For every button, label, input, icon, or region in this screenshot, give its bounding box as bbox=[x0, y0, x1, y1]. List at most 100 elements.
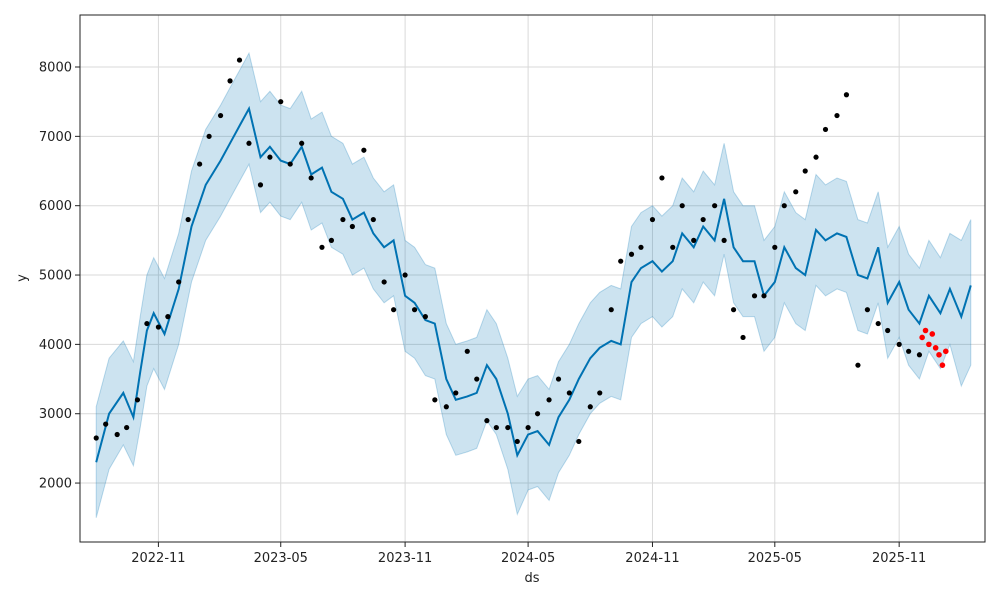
y-tick-label: 7000 bbox=[39, 130, 72, 145]
observed-point bbox=[679, 203, 685, 209]
observed-point bbox=[505, 424, 511, 431]
observed-point bbox=[114, 431, 120, 438]
observed-point bbox=[93, 435, 99, 441]
observed-point bbox=[381, 279, 387, 285]
observed-point bbox=[340, 216, 346, 223]
x-tick-label: 2024-05 bbox=[501, 551, 555, 566]
observed-point bbox=[855, 362, 861, 368]
test-point bbox=[929, 331, 936, 337]
test-point bbox=[926, 341, 932, 348]
observed-point bbox=[217, 112, 224, 119]
observed-point bbox=[772, 244, 778, 250]
y-axis-label: y bbox=[15, 274, 30, 282]
y-axis: 2000 3000 4000 5000 6000 7000 8000 bbox=[39, 61, 80, 492]
observed-point bbox=[864, 307, 870, 313]
observed-point bbox=[319, 244, 325, 250]
y-tick-label: 4000 bbox=[39, 338, 72, 353]
observed-point bbox=[885, 327, 891, 334]
observed-point bbox=[402, 272, 408, 278]
observed-point bbox=[197, 161, 203, 167]
observed-point bbox=[691, 237, 697, 243]
observed-point bbox=[206, 133, 212, 139]
observed-point bbox=[443, 404, 449, 410]
observed-point bbox=[493, 424, 499, 431]
test-point bbox=[936, 351, 942, 358]
observed-point bbox=[721, 237, 727, 243]
observed-point bbox=[712, 203, 718, 209]
observed-point bbox=[730, 307, 737, 313]
test-point bbox=[932, 345, 939, 351]
observed-point bbox=[328, 237, 335, 243]
observed-point bbox=[432, 397, 438, 403]
observed-point bbox=[525, 424, 531, 431]
test-point bbox=[939, 362, 946, 368]
y-tick-label: 6000 bbox=[39, 199, 72, 214]
observed-point bbox=[246, 140, 252, 146]
observed-point bbox=[834, 112, 840, 119]
test-points bbox=[919, 327, 949, 368]
observed-point bbox=[370, 216, 376, 223]
observed-point bbox=[896, 341, 902, 347]
observed-point bbox=[875, 320, 881, 327]
observed-point bbox=[308, 175, 314, 181]
x-axis-label: ds bbox=[524, 571, 539, 586]
observed-point bbox=[587, 404, 593, 410]
observed-point bbox=[361, 147, 367, 153]
observed-point bbox=[349, 223, 355, 230]
observed-point bbox=[236, 57, 243, 63]
observed-point bbox=[638, 244, 644, 250]
observed-point bbox=[618, 258, 624, 264]
observed-point bbox=[576, 438, 582, 445]
test-point bbox=[922, 327, 929, 334]
observed-point bbox=[464, 348, 470, 354]
observed-point bbox=[740, 334, 746, 341]
observed-point bbox=[793, 189, 799, 195]
observed-point bbox=[144, 320, 150, 327]
x-tick-label: 2022-11 bbox=[131, 551, 185, 566]
observed-point bbox=[608, 307, 614, 313]
x-tick-label: 2025-05 bbox=[748, 551, 802, 566]
observed-point bbox=[299, 140, 305, 146]
observed-point bbox=[628, 251, 635, 257]
observed-point bbox=[781, 203, 787, 209]
x-axis: 2022-11 2023-05 2023-11 2024-05 2024-11 2025-… bbox=[131, 542, 926, 566]
plot-frame bbox=[79, 14, 986, 543]
observed-point bbox=[822, 126, 829, 133]
y-tick-label: 3000 bbox=[39, 407, 72, 422]
observed-point bbox=[813, 154, 819, 160]
y-tick-label: 2000 bbox=[39, 477, 72, 492]
x-tick-label: 2025-11 bbox=[872, 551, 926, 566]
observed-point bbox=[257, 182, 264, 188]
observed-point bbox=[422, 314, 428, 320]
observed-point bbox=[278, 99, 284, 105]
observed-point bbox=[916, 352, 923, 358]
observed-point bbox=[103, 421, 109, 427]
observed-point bbox=[134, 397, 141, 403]
observed-point bbox=[391, 307, 397, 313]
observed-point bbox=[453, 390, 459, 396]
observed-point bbox=[484, 418, 490, 424]
observed-point bbox=[287, 161, 293, 167]
observed-point bbox=[411, 307, 418, 313]
observed-point bbox=[555, 376, 562, 382]
y-tick-label: 5000 bbox=[39, 269, 72, 284]
observed-point bbox=[514, 438, 520, 445]
x-tick-label: 2023-05 bbox=[254, 551, 308, 566]
observed-point bbox=[227, 78, 233, 84]
observed-point bbox=[670, 244, 676, 250]
forecast-line bbox=[95, 105, 972, 463]
observed-point bbox=[165, 314, 171, 320]
observed-point bbox=[185, 216, 191, 223]
test-point bbox=[919, 334, 925, 341]
y-gridlines bbox=[80, 66, 985, 484]
observed-point bbox=[802, 168, 808, 174]
observed-point bbox=[751, 293, 758, 299]
observed-point bbox=[534, 411, 541, 417]
x-tick-label: 2024-11 bbox=[625, 551, 679, 566]
y-tick-label: 8000 bbox=[39, 61, 72, 76]
observed-point bbox=[659, 175, 665, 181]
observed-point bbox=[176, 279, 182, 285]
observed-points bbox=[93, 57, 923, 445]
